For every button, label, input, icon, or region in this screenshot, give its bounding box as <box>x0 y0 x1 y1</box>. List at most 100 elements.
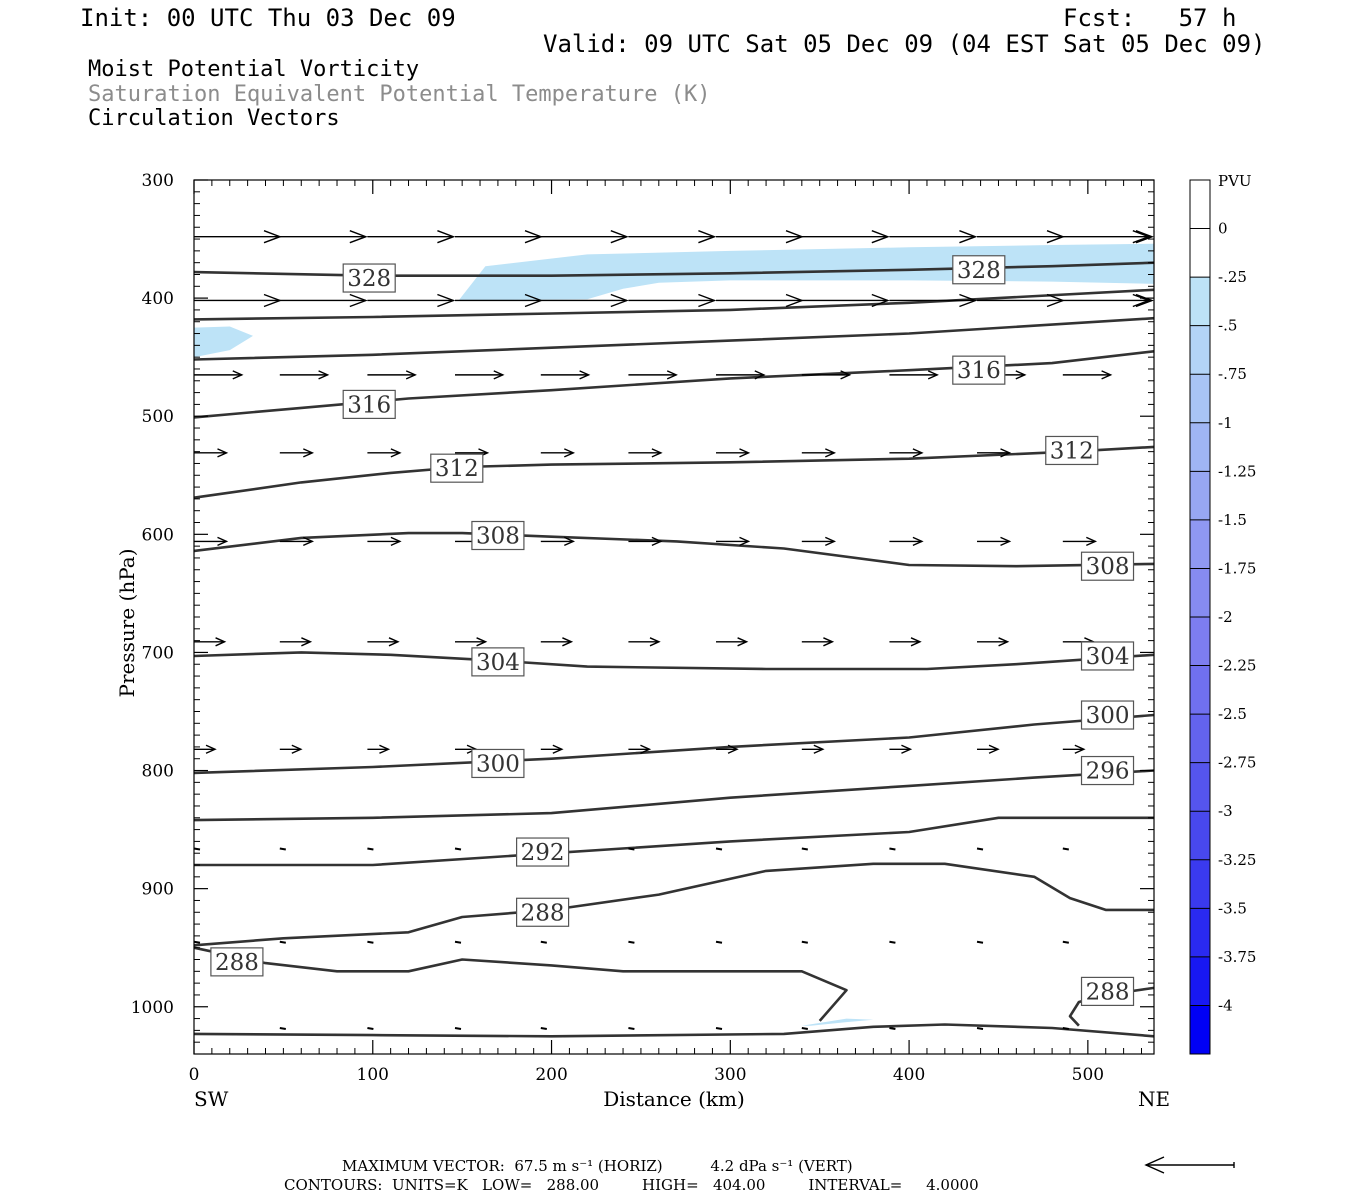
svg-text:288: 288 <box>521 900 565 926</box>
x-tick-label: 100 <box>357 1065 389 1085</box>
circulation-vector <box>628 744 652 754</box>
circulation-vector <box>279 536 315 547</box>
circulation-vector <box>1062 293 1151 308</box>
circulation-vector <box>801 1027 808 1031</box>
circulation-vector <box>889 536 924 547</box>
y-axis-label: Pressure (hPa) <box>115 549 139 698</box>
colorbar-label: -2 <box>1218 608 1233 626</box>
circulation-vector <box>454 940 462 944</box>
contour-label-288: 288 <box>210 947 264 977</box>
contour-296 <box>193 769 1155 822</box>
circulation-vector <box>194 370 244 380</box>
contour-312 <box>193 445 1155 499</box>
contour-label-316: 316 <box>952 355 1006 385</box>
circulation-vector <box>540 370 591 380</box>
circulation-vector <box>889 637 922 647</box>
svg-text:296: 296 <box>1086 759 1130 785</box>
contour-label-328: 328 <box>952 255 1006 285</box>
circulation-vector <box>540 940 547 944</box>
x-axis-right-end-label: NE <box>1138 1087 1170 1111</box>
reference-vector-head <box>1144 1156 1165 1174</box>
circulation-vector <box>279 1027 286 1031</box>
circulation-vector <box>628 536 663 547</box>
circulation-vector <box>889 1027 896 1031</box>
colorbar-swatch <box>1190 422 1210 472</box>
circulation-vector <box>194 744 217 754</box>
circulation-vector <box>367 536 402 547</box>
circulation-vector <box>279 847 286 851</box>
circulation-vector <box>889 370 939 380</box>
contour-label-288: 288 <box>1080 976 1135 1007</box>
contour-288 <box>193 946 848 1022</box>
contour-304 <box>193 651 1155 671</box>
circulation-vector <box>801 448 837 458</box>
svg-text:308: 308 <box>1086 554 1130 580</box>
svg-text:304: 304 <box>1086 644 1130 670</box>
circulation-vector <box>801 940 808 944</box>
colorbar-swatch <box>1190 277 1210 326</box>
circulation-vector <box>801 637 835 647</box>
contour-292 <box>194 816 1154 867</box>
circulation-vector <box>540 1027 547 1031</box>
circulation-vector <box>976 847 984 851</box>
circulation-vector <box>540 230 629 244</box>
colorbar-swatch <box>1190 228 1210 278</box>
circulation-vector <box>628 370 678 380</box>
colorbar-label: -1 <box>1218 414 1233 432</box>
y-tick-label: 600 <box>142 525 174 545</box>
svg-text:288: 288 <box>1086 979 1130 1005</box>
circulation-vector <box>628 940 635 944</box>
svg-text:312: 312 <box>1050 438 1094 464</box>
circulation-vector <box>716 293 805 308</box>
circulation-vector <box>367 1027 374 1031</box>
colorbar-unit: PVU <box>1218 172 1252 190</box>
colorbar-swatch <box>1190 714 1210 763</box>
circulation-vector <box>367 230 456 244</box>
circulation-vector <box>801 230 890 244</box>
contour-label-300: 300 <box>471 748 525 779</box>
circulation-vector <box>977 536 1012 547</box>
circulation-vector <box>889 847 896 851</box>
circulation-vector <box>194 230 282 244</box>
circulation-vector <box>367 940 374 944</box>
circulation-vector <box>977 744 1000 754</box>
circulation-vector <box>454 847 462 851</box>
colorbar-swatch <box>1190 325 1210 375</box>
svg-text:288: 288 <box>215 950 259 976</box>
colorbar-swatch <box>1190 519 1210 569</box>
circulation-vector <box>715 847 723 851</box>
circulation-vector <box>540 448 576 458</box>
contour-300 <box>193 713 1155 775</box>
circulation-vector <box>194 536 229 547</box>
circulation-vector <box>455 230 543 244</box>
circulation-vector <box>1062 230 1151 244</box>
colorbar-swatch <box>1190 1005 1210 1054</box>
circulation-vector <box>1135 293 1154 308</box>
circulation-vector <box>977 448 1012 458</box>
circulation-vector <box>540 536 576 547</box>
circulation-vector <box>1062 370 1113 380</box>
circulation-vector <box>716 230 805 244</box>
circulation-vector <box>889 230 978 244</box>
colorbar-label: -1.25 <box>1218 462 1256 480</box>
svg-text:304: 304 <box>476 650 520 676</box>
circulation-vector <box>716 744 739 754</box>
circulation-vector <box>1135 230 1154 244</box>
svg-text:308: 308 <box>476 524 520 550</box>
svg-text:312: 312 <box>435 456 479 482</box>
colorbar-label: -3.25 <box>1218 851 1256 869</box>
circulation-vector <box>540 744 564 754</box>
circulation-vector <box>1062 536 1098 547</box>
colorbar-label: -.5 <box>1218 317 1237 335</box>
circulation-vector <box>279 637 313 647</box>
contour-308 <box>193 531 1155 568</box>
colorbar-label: -2.25 <box>1218 657 1256 675</box>
field-title-vectors: Circulation Vectors <box>88 106 340 131</box>
svg-text:328: 328 <box>957 258 1001 284</box>
colorbar-swatch <box>1190 617 1210 666</box>
circulation-vector <box>801 370 852 380</box>
circulation-vector <box>801 293 890 308</box>
init-time: Init: 00 UTC Thu 03 Dec 09 <box>80 4 456 32</box>
colorbar-swatch <box>1190 568 1210 617</box>
